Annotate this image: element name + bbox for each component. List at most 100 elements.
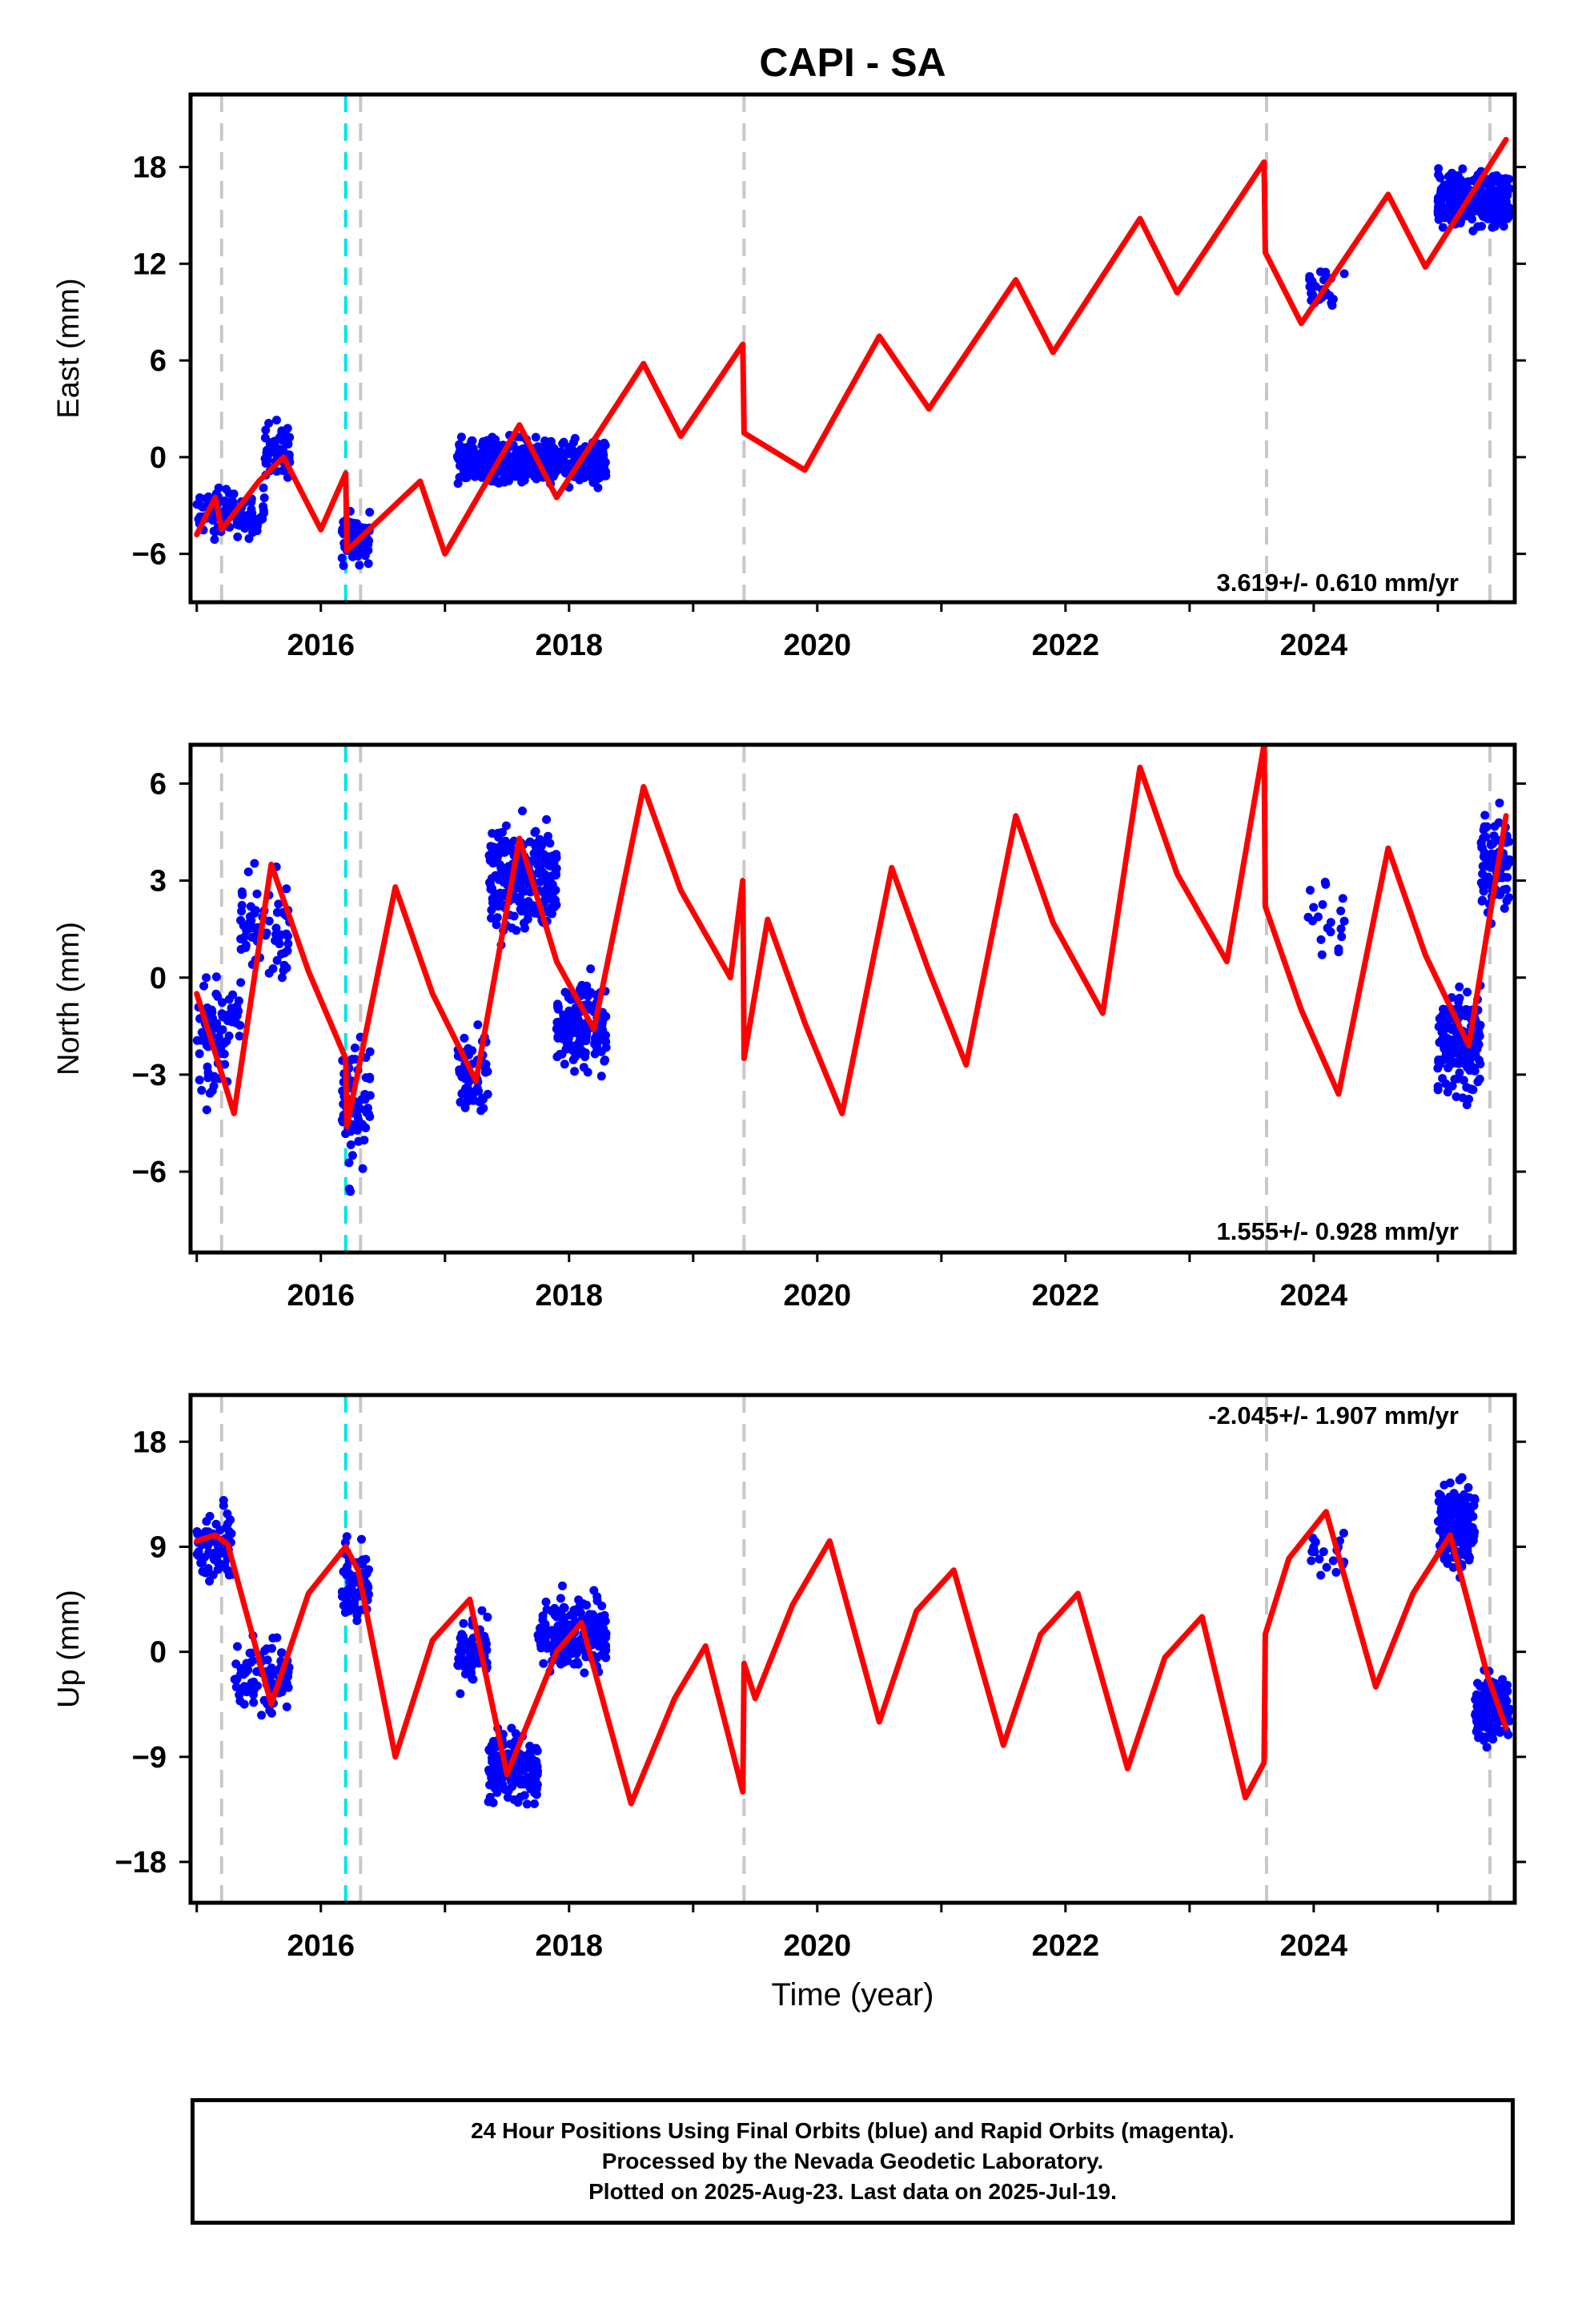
data-point: [589, 1586, 599, 1595]
panel-east: 2016 2018 2020 2022 2024 −6 0 6 12 18 East (mm) 3.6…: [52, 92, 1526, 662]
y-tick-label: 0: [150, 441, 167, 475]
data-point: [512, 448, 521, 456]
y-axis-label: East (mm): [52, 278, 86, 418]
data-point: [453, 479, 463, 489]
data-point: [344, 1158, 354, 1168]
data-point: [337, 553, 347, 563]
data-point: [236, 935, 246, 943]
data-point: [464, 464, 474, 473]
data-point: [219, 1049, 229, 1059]
data-point: [357, 1558, 367, 1568]
plot-area-up: [192, 1395, 1515, 1903]
data-point: [1480, 822, 1489, 831]
data-point: [228, 497, 237, 506]
data-point: [246, 902, 255, 911]
data-point: [591, 452, 600, 462]
data-point: [1439, 1004, 1447, 1014]
data-point: [277, 1648, 287, 1658]
data-point: [279, 960, 289, 970]
data-point: [586, 987, 596, 997]
data-point: [262, 928, 271, 938]
data-point: [1495, 209, 1504, 219]
data-point: [1488, 194, 1498, 203]
data-point: [586, 964, 596, 974]
data-point: [1459, 1076, 1468, 1085]
data-point: [197, 1086, 207, 1095]
data-point: [468, 1656, 477, 1666]
panels: 2016 2018 2020 2022 2024 −6 0 6 12 18 East (mm) 3.6…: [52, 92, 1526, 2012]
data-point: [270, 436, 279, 446]
data-point: [202, 973, 211, 983]
data-point: [582, 1600, 591, 1610]
data-point: [270, 448, 279, 457]
data-point: [1480, 196, 1490, 206]
velocity-label: -2.045+/- 1.907 mm/yr: [1208, 1401, 1459, 1429]
data-point: [601, 1043, 611, 1052]
data-point: [1434, 164, 1443, 173]
data-point: [506, 844, 516, 853]
data-point: [468, 1641, 477, 1651]
data-point: [211, 989, 221, 999]
data-point: [283, 946, 292, 955]
data-point: [1454, 1050, 1464, 1059]
data-point: [515, 893, 524, 903]
data-point: [1488, 223, 1497, 232]
data-point: [472, 458, 482, 468]
data-point: [261, 425, 271, 435]
data-point: [544, 831, 552, 841]
data-point: [246, 509, 255, 518]
data-point: [1490, 822, 1500, 831]
data-point: [365, 508, 375, 517]
data-point: [1443, 1088, 1452, 1097]
data-point: [516, 905, 525, 914]
data-point: [349, 518, 359, 528]
data-point: [238, 890, 247, 899]
data-point: [257, 1711, 267, 1720]
data-point: [592, 472, 601, 482]
data-point: [520, 1764, 530, 1774]
data-point: [1463, 1542, 1472, 1551]
data-point: [492, 920, 501, 930]
data-point: [528, 1765, 538, 1774]
panel-up: 2016 2018 2020 2022 2024 −18 −9 0 9 18 Up (mm) Time…: [52, 1393, 1526, 2012]
data-point: [1455, 1475, 1464, 1485]
data-point: [592, 1596, 602, 1606]
data-point: [207, 1005, 216, 1015]
data-point: [1318, 900, 1327, 909]
data-point: [232, 1002, 242, 1011]
data-point: [1437, 1035, 1447, 1044]
data-point: [363, 1104, 372, 1113]
data-point: [1436, 197, 1446, 207]
data-point: [260, 433, 270, 443]
y-tick-label: 0: [150, 962, 167, 995]
data-point: [245, 912, 255, 922]
data-point: [568, 1055, 578, 1064]
data-point: [364, 1590, 373, 1599]
caption-line-processor: Processed by the Nevada Geodetic Laborat…: [601, 2149, 1104, 2173]
data-point: [1435, 1490, 1443, 1499]
data-point: [556, 1655, 566, 1665]
data-point: [205, 1576, 215, 1586]
data-point: [268, 1634, 278, 1642]
data-point: [500, 477, 509, 487]
data-point: [1504, 837, 1514, 846]
data-point: [512, 926, 521, 935]
data-point: [1470, 1495, 1480, 1505]
data-point: [500, 1785, 510, 1795]
y-tick-label: −9: [132, 1741, 167, 1775]
data-point: [488, 1753, 496, 1763]
data-point: [550, 468, 560, 477]
data-point: [1456, 1036, 1465, 1046]
data-point: [277, 430, 287, 439]
data-point: [1336, 907, 1346, 915]
data-point: [1462, 1100, 1472, 1110]
data-point: [552, 853, 561, 862]
data-point: [467, 1668, 476, 1678]
data-point: [267, 1643, 276, 1653]
y-tick-label: 0: [150, 1636, 167, 1670]
y-tick-label: 6: [150, 344, 167, 378]
data-point: [517, 454, 527, 464]
x-tick-label: 2024: [1280, 629, 1348, 662]
data-point: [568, 1610, 578, 1620]
